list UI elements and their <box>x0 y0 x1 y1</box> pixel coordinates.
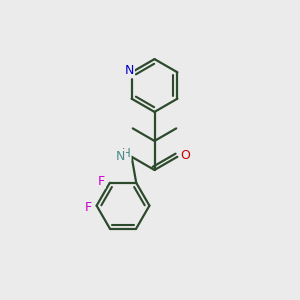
Text: N: N <box>116 150 125 163</box>
Text: F: F <box>98 175 105 188</box>
Text: H: H <box>122 147 130 160</box>
Text: O: O <box>180 149 190 162</box>
Text: F: F <box>85 201 92 214</box>
Text: N: N <box>124 64 134 77</box>
